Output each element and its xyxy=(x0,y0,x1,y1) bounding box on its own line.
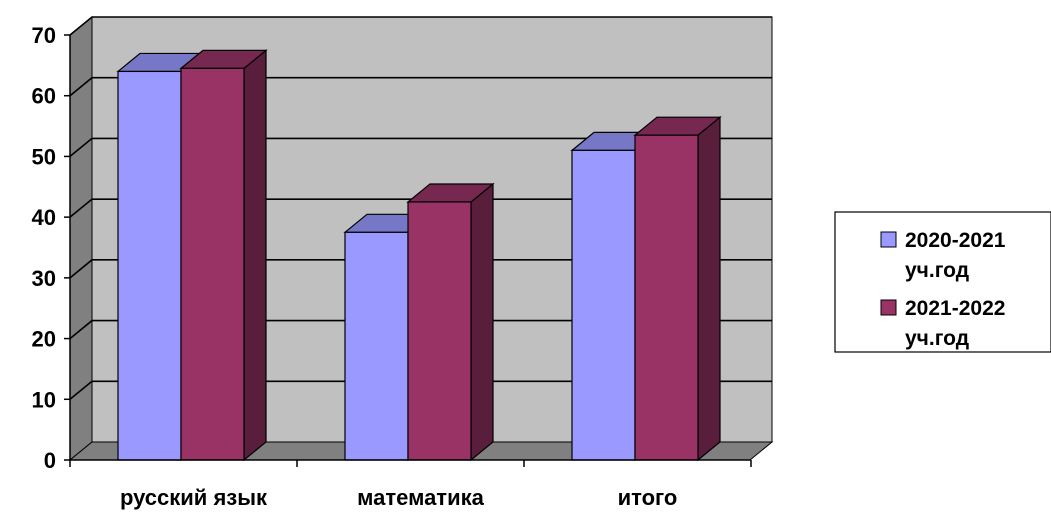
y-tick-label: 10 xyxy=(32,387,56,412)
y-tick-label: 20 xyxy=(32,327,56,352)
bar xyxy=(407,201,472,461)
legend-label: уч.год xyxy=(905,327,969,350)
bar xyxy=(180,67,245,461)
x-tick-label: математика xyxy=(357,485,484,510)
y-tick-label: 60 xyxy=(32,84,56,109)
y-tick-label: 30 xyxy=(32,266,56,291)
bars xyxy=(116,49,722,462)
legend-swatch xyxy=(880,299,897,316)
axes: 0 10 20 30 40 50 60 70 русский язык математика ито… xyxy=(32,23,752,510)
bar-side xyxy=(470,182,494,462)
side-wall xyxy=(69,15,93,462)
gridline xyxy=(69,380,772,400)
bar-side xyxy=(697,115,721,462)
gridline xyxy=(69,319,772,340)
legend-label: уч.год xyxy=(905,259,969,282)
y-tick-label: 40 xyxy=(32,205,56,230)
gridline xyxy=(69,259,772,279)
y-tick-label: 50 xyxy=(32,144,56,169)
x-tick-label: итого xyxy=(618,485,678,510)
legend-label: 2021-2022 xyxy=(905,297,1005,320)
gridline xyxy=(69,137,772,158)
y-tick-label: 0 xyxy=(44,448,56,473)
legend-label: 2020-2021 xyxy=(905,229,1006,252)
gridline xyxy=(69,16,772,36)
bar-side xyxy=(243,49,267,462)
bar xyxy=(344,231,409,461)
gridline xyxy=(69,76,772,97)
x-tick-label: русский язык xyxy=(120,485,268,510)
y-tick-label: 70 xyxy=(32,23,56,48)
bar xyxy=(634,134,699,461)
gridlines xyxy=(69,16,772,400)
legend: 2020-2021 уч.год 2021-2022 уч.год xyxy=(834,211,1051,353)
bar xyxy=(117,70,182,461)
gridline xyxy=(69,198,772,218)
legend-box xyxy=(834,211,1051,353)
legend-swatch xyxy=(880,231,897,248)
bar xyxy=(571,149,636,461)
